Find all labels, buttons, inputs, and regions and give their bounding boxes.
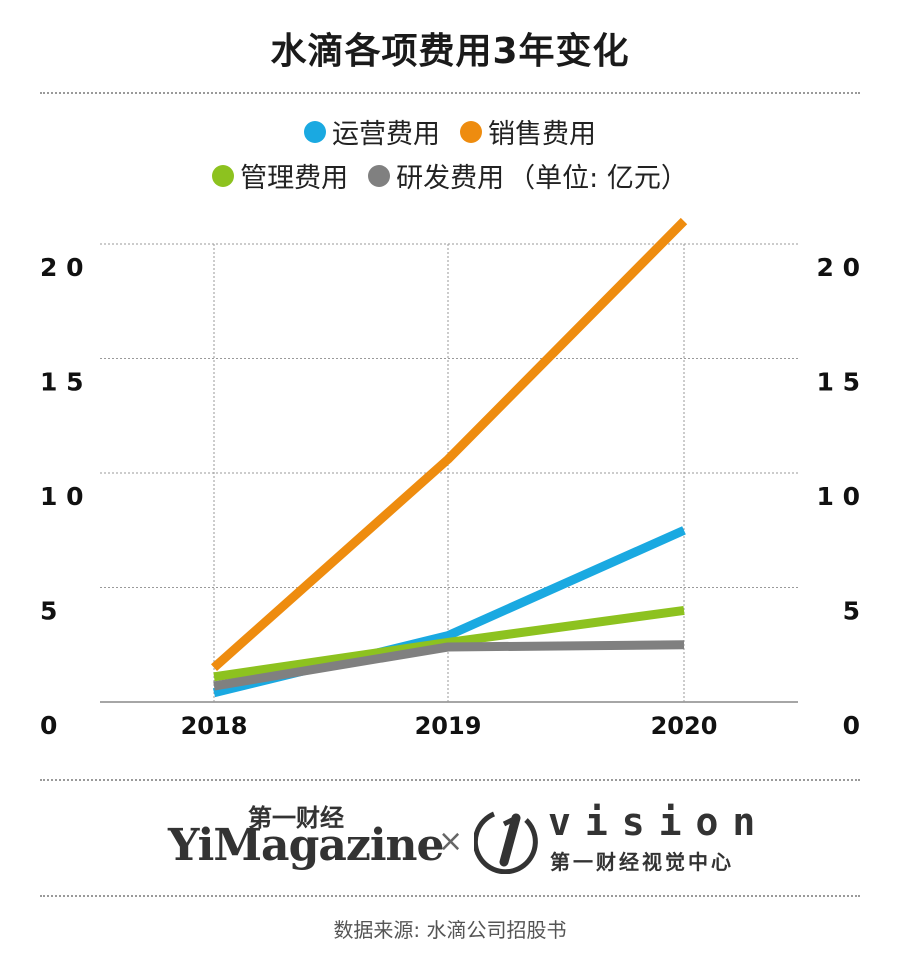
legend-dot-icon [368,164,391,187]
y-tick-label-right: 1 0 [817,482,861,511]
legend-label: 销售费用 [488,119,596,150]
y-tick-label-right: 0 [843,711,860,740]
legend-label: 管理费用 [240,163,349,194]
top-divider [40,92,860,94]
legend-dot-icon [304,120,326,143]
y-tick-label-right: 2 0 [817,253,861,282]
x-tick-label: 2018 [181,712,248,740]
y-tick-label-right: 1 5 [817,368,861,397]
x-tick-label: 2020 [651,712,718,740]
unit-note: （单位: 亿元） [508,163,688,194]
legend-dot-icon [460,120,482,143]
y-tick-label-left: 5 [40,597,57,626]
line-chart: 0 0 5 5 1 0 1 0 1 5 1 5 2 0 2 0 2018 2019 2020 [40,217,861,740]
legend-item-management: 管理费用 [212,156,348,195]
middle-divider [40,779,860,781]
vision-cn-text: 第一财经视觉中心 [550,850,734,874]
y-tick-label-left: 1 5 [40,368,84,397]
legend-dot-icon [212,164,235,187]
vision-logo-icon [474,811,538,874]
separator: × [438,824,464,859]
chart-title: 水滴各项费用3年变化 [270,31,630,72]
legend-row-2: 管理费用 研发费用 （单位: 亿元） [0,156,900,195]
y-tick-label-left: 2 0 [40,253,84,282]
legend-row-1: 运营费用 销售费用 [0,112,900,151]
series-line-2 [211,217,688,671]
legend-label: 研发费用 [396,163,505,194]
yimagazine-cn-logo: 第一财经 [248,804,344,832]
bottom-divider [40,895,860,897]
data-source: 数据来源: 水滴公司招股书 [333,918,567,942]
legend-item-rnd: 研发费用 （单位: 亿元） [368,156,688,195]
y-tick-label-left: 0 [40,711,57,740]
vision-logo-text: vision [548,800,770,844]
legend-label: 运营费用 [332,119,440,150]
y-tick-label-left: 1 0 [40,482,84,511]
yimagazine-logo: YiMagazine [168,820,445,871]
y-tick-label-right: 5 [843,597,860,626]
legend-item-sales: 销售费用 [460,112,596,151]
x-tick-label: 2019 [415,712,482,740]
series-line-4 [213,640,685,691]
legend-item-operating: 运营费用 [304,112,440,151]
